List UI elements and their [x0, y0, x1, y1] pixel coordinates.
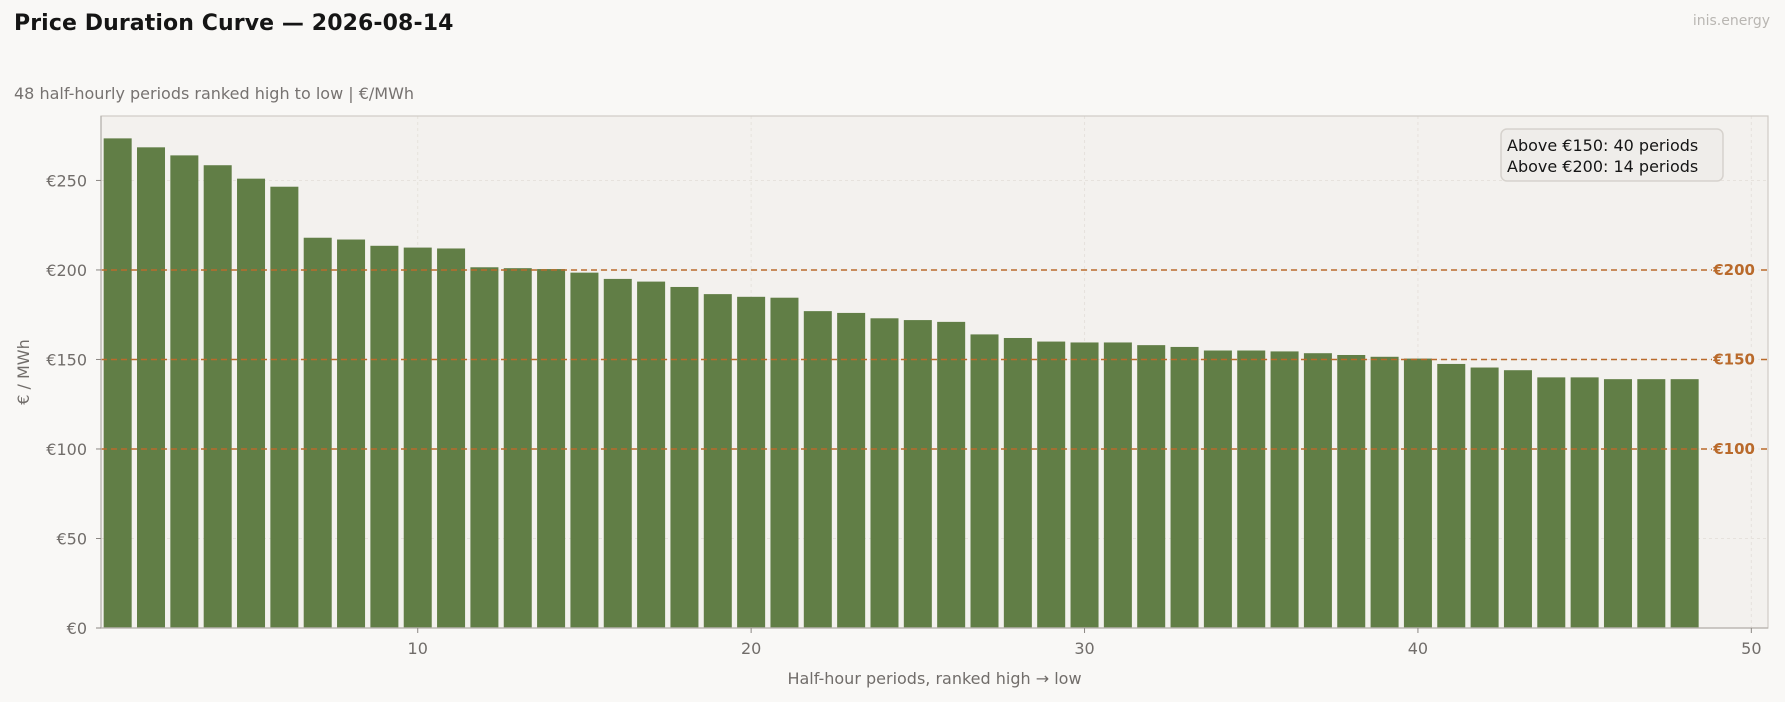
bar	[303, 237, 332, 629]
chart-subtitle: 48 half-hourly periods ranked high to lo…	[14, 84, 415, 103]
reference-label-background	[1712, 439, 1758, 458]
y-tick-label: €150	[46, 350, 87, 369]
y-tick-label: €50	[56, 529, 87, 548]
bar	[603, 278, 632, 628]
summary-annotation: Above €150: 40 periods Above €200: 14 pe…	[1500, 128, 1724, 182]
bar	[1570, 377, 1599, 628]
bar	[1370, 356, 1399, 628]
y-tick-label: €0	[67, 619, 87, 638]
bar	[970, 334, 999, 628]
bar	[1070, 342, 1099, 628]
summary-annotation-line: Above €150: 40 periods	[1507, 136, 1698, 155]
bar	[770, 297, 799, 628]
bar	[1037, 341, 1066, 628]
bar	[1603, 379, 1632, 628]
bar	[437, 248, 466, 628]
reference-lines: €200 €150 €100	[101, 260, 1768, 458]
bar	[337, 239, 366, 628]
x-tick-label: 50	[1741, 639, 1761, 658]
bar	[803, 311, 832, 628]
axes: €0 €50 €100 €150 €200 €250 10 20 30 40 50	[46, 116, 1768, 658]
x-tick-label: 20	[741, 639, 761, 658]
bar	[570, 272, 599, 628]
bar	[903, 320, 932, 628]
bar	[837, 312, 866, 628]
bar	[937, 321, 966, 628]
bar	[870, 318, 899, 628]
bar	[270, 186, 299, 628]
bar	[1437, 363, 1466, 628]
reference-label-background	[1712, 350, 1758, 369]
bar	[1337, 354, 1366, 628]
bar	[1503, 370, 1532, 628]
x-tick-label: 40	[1408, 639, 1428, 658]
reference-label-background	[1712, 260, 1758, 279]
bar	[1303, 353, 1332, 628]
bar	[1003, 337, 1032, 628]
reference-line-label: €150	[1712, 350, 1755, 368]
bar	[1170, 346, 1199, 628]
bar	[1137, 345, 1166, 628]
bar	[1670, 379, 1699, 628]
summary-annotation-box	[1500, 128, 1724, 182]
x-tick-label: 30	[1074, 639, 1094, 658]
y-tick-label: €250	[46, 171, 87, 190]
watermark: inis.energy	[1692, 13, 1770, 29]
y-tick-label: €100	[46, 440, 87, 459]
bar	[203, 165, 232, 628]
x-tick-label: 10	[408, 639, 428, 658]
bar	[1470, 367, 1499, 628]
bar	[703, 294, 732, 628]
bar	[103, 138, 132, 628]
bar	[670, 286, 699, 628]
bar	[1403, 358, 1432, 628]
bar	[137, 147, 166, 628]
y-tick-label: €200	[46, 261, 87, 280]
reference-line-label: €200	[1712, 261, 1755, 279]
bar	[470, 267, 499, 628]
bar	[737, 296, 766, 628]
bars	[103, 138, 1699, 629]
bar	[403, 247, 432, 628]
bar	[503, 268, 532, 628]
bar	[1237, 350, 1266, 628]
bar	[237, 178, 266, 628]
bar	[637, 281, 666, 628]
chart-title: Price Duration Curve — 2026-08-14	[14, 11, 454, 36]
y-axis-title: € / MWh	[14, 339, 33, 405]
bar	[1637, 379, 1666, 628]
bar	[1103, 342, 1132, 628]
bar	[1203, 350, 1232, 628]
bar	[170, 155, 199, 628]
x-axis-title: Half-hour periods, ranked high → low	[787, 669, 1081, 688]
bar	[1537, 377, 1566, 628]
bar	[1270, 351, 1299, 628]
bar	[370, 245, 399, 628]
summary-annotation-line: Above €200: 14 periods	[1507, 157, 1698, 176]
reference-line-label: €100	[1712, 440, 1755, 458]
